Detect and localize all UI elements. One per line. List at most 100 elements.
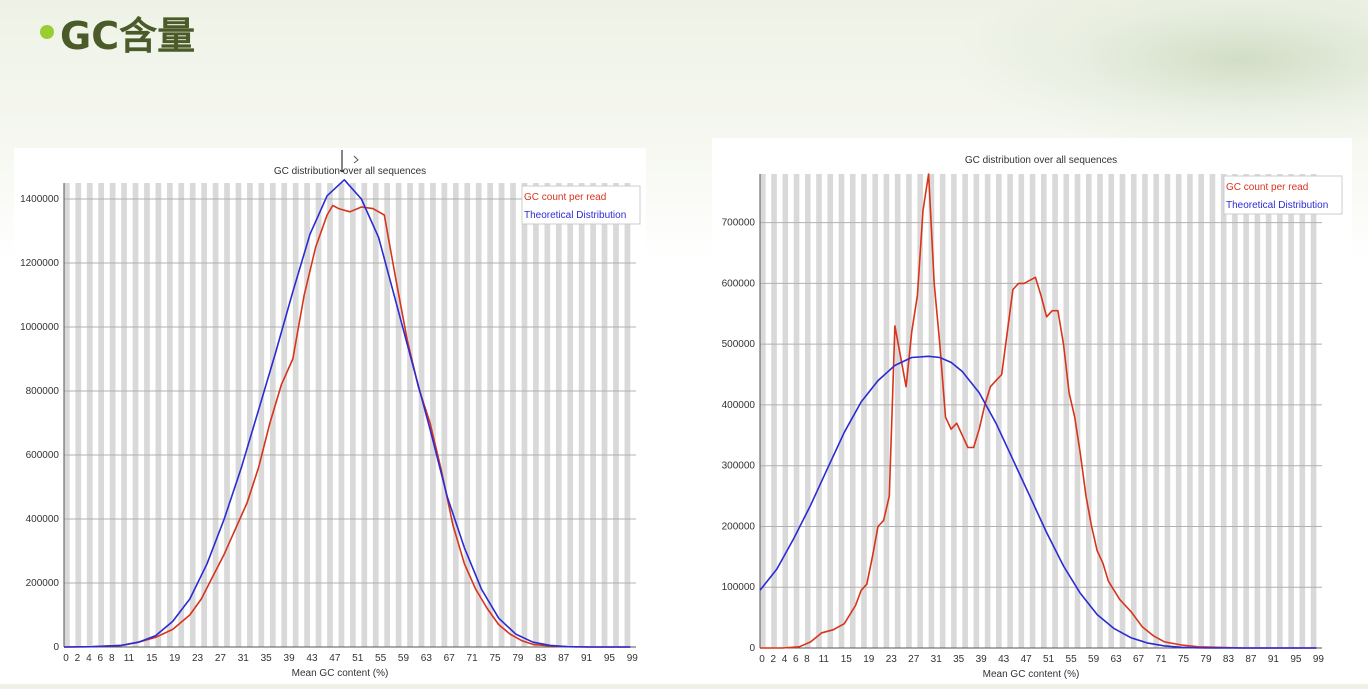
series-line [760,173,1317,649]
bg-stripe [827,174,834,648]
x-tick-label: 71 [1155,654,1167,665]
chart-panel-left: 0 200000 400000 600000 800000 1000000 1200000 1… [14,148,646,684]
bg-stripe [793,174,800,648]
bg-stripe [760,174,766,648]
bg-stripe [350,183,356,647]
bg-stripe [1085,174,1092,648]
x-tick-label: 35 [953,654,965,665]
x-tick-label: 99 [627,653,639,664]
bg-stripe [86,183,93,647]
bg-stripe [1209,174,1216,648]
bg-stripe [928,174,935,648]
y-tick-label: 400000 [26,514,60,525]
bg-stripe [464,183,471,647]
x-tick-label: 23 [192,653,204,664]
bullet-icon [40,25,54,39]
y-tick-label: 0 [749,643,755,654]
x-tick-label: 87 [558,653,570,664]
y-tick-label: 500000 [722,339,756,350]
x-tick-label: 95 [1290,654,1302,665]
bg-stripe [1220,174,1227,648]
series-line [63,204,631,648]
bg-stripe [771,174,777,648]
x-tick-label: 15 [146,653,158,664]
bg-stripe [155,183,162,647]
bg-stripe [567,183,574,647]
bg-stripe [132,183,139,647]
x-tick-label: 35 [261,653,273,664]
bg-stripe [838,174,845,648]
x-tick-label: 6 [98,653,104,664]
x-tick-label: 55 [375,653,387,664]
bg-stripe [1310,174,1317,648]
bg-stripe [849,174,856,648]
bg-stripe [1142,174,1148,648]
x-tick-label: 11 [819,654,830,665]
bg-stripe [1254,174,1261,648]
bg-stripe [555,183,562,647]
gc-chart-left: 0 200000 400000 600000 800000 1000000 1200000 1… [20,166,641,679]
bg-stripe [235,183,242,647]
bg-stripe [861,174,867,648]
x-tick-label: 51 [352,653,364,664]
bg-stripe [1097,174,1103,648]
x-tick-label: 63 [1110,654,1122,665]
bg-stripe [1108,174,1115,648]
y-tick-label: 200000 [722,521,756,532]
bg-stripe [395,183,402,647]
bg-stripe [1029,174,1036,648]
bg-stripe [384,183,391,647]
y-tick-label: 1200000 [20,258,59,269]
bg-stripe [1063,174,1070,648]
bg-stripe [1288,174,1294,648]
bg-stripe [1277,174,1283,648]
bg-stripe [883,174,890,648]
bg-stripe [544,183,551,647]
series-line [759,355,1317,649]
legend: GC count per read Theoretical Distributio… [521,185,641,225]
series-line [63,178,631,648]
bg-stripe [906,174,912,648]
x-tick-label: 0 [759,654,765,665]
x-tick-label: 63 [421,653,433,664]
bg-stripe [166,183,173,647]
x-tick-label: 83 [535,653,547,664]
y-tick-label: 800000 [26,386,60,397]
bg-stripe [624,183,631,647]
x-tick-label: 8 [109,653,115,664]
bg-stripe [247,183,253,647]
y-tick-label: 600000 [722,278,756,289]
bg-stripe [338,183,345,647]
x-tick-label: 87 [1245,654,1257,665]
bg-stripe [939,174,946,648]
bg-stripe [189,183,196,647]
bg-stripe [1041,174,1047,648]
bg-stripe [258,183,265,647]
mouse-cursor-icon [340,150,359,173]
y-tick-label: 200000 [26,578,60,589]
x-tick-label: 4 [782,654,788,665]
bg-stripe [973,174,980,648]
y-tick-label: 1400000 [20,194,59,205]
y-tick-label: 0 [53,642,59,653]
x-tick-label: 51 [1043,654,1055,665]
x-tick-label: 75 [1178,654,1190,665]
x-tick-label: 79 [1200,654,1212,665]
x-tick-label: 43 [998,654,1010,665]
bg-stripe [487,183,493,647]
bg-stripe [917,174,923,648]
bg-stripe [315,183,322,647]
bg-stripe [578,183,585,647]
x-tick-label: 91 [1268,654,1280,665]
x-tick-label: 0 [63,653,69,664]
x-tick-label: 31 [238,653,250,664]
bg-stripe [1187,174,1193,648]
plot-background [64,183,636,647]
x-tick-label: 11 [124,653,135,664]
slide-title: GC含量 [40,8,195,58]
x-axis-label: Mean GC content (%) [983,669,1080,680]
bg-stripe [361,183,368,647]
bg-stripe [996,174,1002,648]
bg-stripe [782,174,789,648]
background-decoration [948,0,1368,150]
